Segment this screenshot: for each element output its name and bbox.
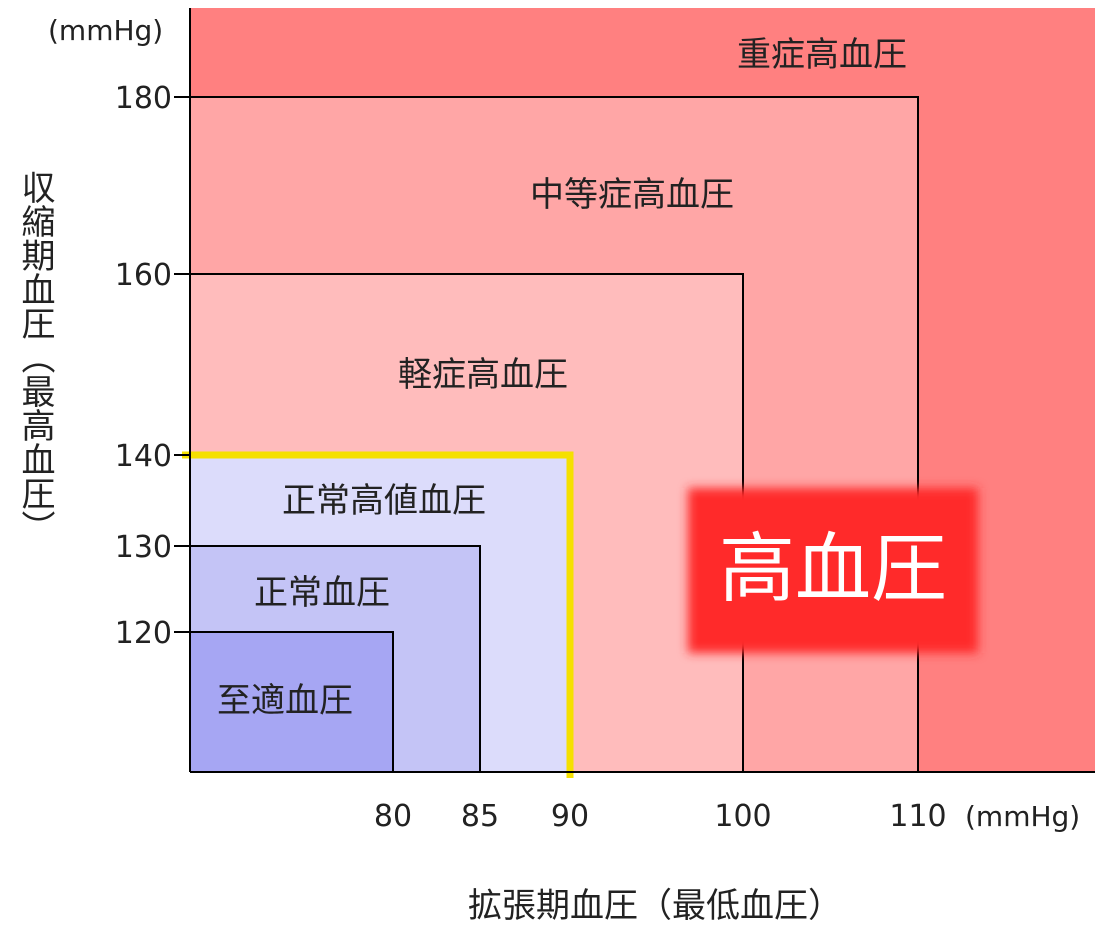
region-boundary-6 <box>190 631 394 772</box>
region-label-6: 至適血圧 <box>217 681 353 721</box>
x-tick-label-110: 110 <box>889 799 946 834</box>
y-tick-label-160: 160 <box>115 258 172 293</box>
x-tick-label-90: 90 <box>551 799 589 834</box>
badge-background <box>688 488 978 653</box>
y-unit-label: (mmHg) <box>48 14 163 47</box>
badge-text: 高血圧 <box>719 524 947 613</box>
highlight-boundary <box>182 451 574 778</box>
y-tick-label-140: 140 <box>115 439 172 474</box>
x-unit-label: (mmHg) <box>965 800 1080 833</box>
x-tick-label-85: 85 <box>461 799 499 834</box>
region-label-4: 正常高値血圧 <box>282 481 486 521</box>
y-tick-label-120: 120 <box>115 616 172 651</box>
region-label-3: 軽症高血圧 <box>398 355 568 395</box>
y-axis-label: 収縮期血圧（最高血圧） <box>15 170 55 544</box>
region-6 <box>190 632 393 772</box>
y-tick-label-130: 130 <box>115 530 172 565</box>
x-tick-label-80: 80 <box>374 799 412 834</box>
x-axis-label: 拡張期血圧（最低血圧） <box>468 886 842 926</box>
x-tick-label-100: 100 <box>714 799 771 834</box>
region-label-1: 重症高血圧 <box>737 35 907 75</box>
y-tick-label-180: 180 <box>115 81 172 116</box>
region-boundary-5 <box>190 545 481 772</box>
region-label-2: 中等症高血圧 <box>530 175 734 215</box>
region-label-5: 正常血圧 <box>254 573 390 613</box>
